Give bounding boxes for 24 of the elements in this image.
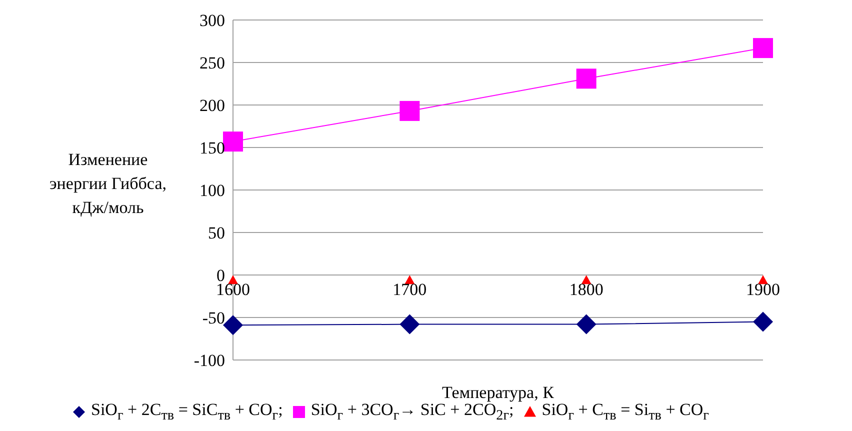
point bbox=[400, 314, 420, 334]
point bbox=[223, 132, 243, 152]
point bbox=[576, 314, 596, 334]
point bbox=[223, 315, 243, 336]
y-tick-label: 200 bbox=[200, 96, 225, 116]
y-tick-label: 250 bbox=[200, 54, 225, 73]
point bbox=[753, 38, 773, 58]
x-axis-title: Температура, К bbox=[442, 383, 555, 402]
x-tick-label: 1800 bbox=[569, 280, 604, 299]
y-tick-label: -50 bbox=[202, 308, 225, 328]
legend-label: SiO$_{г}$ + C$_{тв}$ = Si$_{тв}$ + CO$_{г}$ bbox=[542, 400, 709, 424]
point bbox=[576, 68, 596, 89]
point bbox=[753, 312, 773, 332]
y-tick-label: 300 bbox=[200, 11, 225, 30]
y-tick-label: -100 bbox=[194, 351, 225, 370]
y-axis-title: Изменение энергии Гиббса, кДж/моль bbox=[48, 149, 168, 219]
text: SiO$_{г}$ + 2C$_{тв}$ = SiC$_{тв}$ + CO$_{г}$; bbox=[91, 400, 283, 424]
x-tick-label: 1600 bbox=[216, 280, 250, 299]
x-tick-label: 1900 bbox=[746, 280, 780, 299]
y-tick-label: 150 bbox=[200, 138, 225, 158]
y-tick-label: 50 bbox=[208, 224, 225, 243]
y-tick-label: 100 bbox=[200, 181, 225, 200]
x-tick-label: 1700 bbox=[392, 280, 427, 299]
point bbox=[400, 100, 420, 121]
